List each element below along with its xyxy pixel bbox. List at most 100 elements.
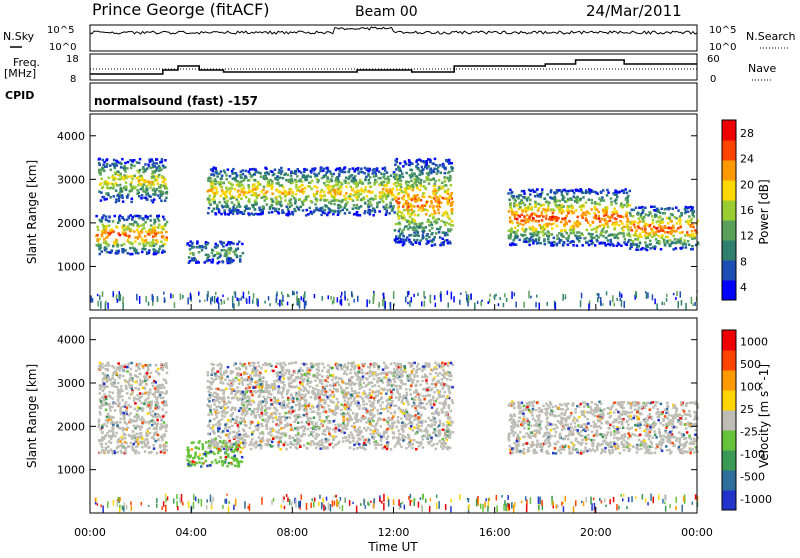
range-cell — [123, 224, 126, 227]
range-cell — [114, 435, 117, 438]
range-cell — [122, 429, 125, 432]
range-cell — [387, 435, 390, 438]
range-cell — [125, 401, 128, 404]
range-cell — [122, 297, 124, 304]
range-cell — [382, 201, 385, 204]
range-cell — [549, 196, 552, 199]
range-cell — [105, 398, 108, 401]
range-cell — [519, 206, 522, 209]
range-cell — [380, 191, 383, 194]
range-cell — [611, 243, 614, 246]
range-cell — [626, 233, 629, 236]
range-cell — [338, 204, 341, 207]
range-cell — [282, 295, 284, 302]
range-cell — [109, 415, 112, 418]
range-cell — [163, 185, 166, 188]
range-cell — [250, 176, 253, 179]
range-cell — [540, 204, 543, 207]
range-cell — [166, 390, 169, 393]
range-cell — [100, 199, 103, 202]
range-cell — [254, 168, 256, 171]
range-cell — [103, 196, 106, 199]
range-cell — [562, 235, 565, 238]
range-cell — [279, 177, 282, 180]
range-cell — [567, 239, 570, 242]
range-cell — [274, 177, 277, 180]
range-cell — [127, 161, 130, 164]
range-cell — [166, 191, 169, 194]
range-cell — [329, 170, 332, 173]
range-cell — [523, 190, 526, 193]
range-cell — [235, 172, 238, 175]
range-cell — [139, 418, 142, 421]
range-cell — [664, 208, 667, 211]
range-cell — [220, 170, 223, 173]
range-cell — [559, 211, 562, 214]
range-cell — [216, 175, 219, 178]
range-cell — [160, 190, 163, 193]
range-cell — [123, 229, 126, 232]
range-cell — [159, 416, 162, 419]
range-cell — [419, 206, 422, 209]
range-cell — [421, 169, 424, 172]
range-cell — [198, 447, 201, 450]
range-cell — [626, 205, 629, 208]
range-cell — [602, 189, 605, 192]
range-cell — [191, 246, 194, 249]
range-cell — [566, 215, 569, 218]
range-cell — [434, 220, 437, 223]
range-cell — [438, 186, 441, 189]
range-cell — [97, 294, 99, 296]
range-cell — [327, 415, 330, 418]
range-cell — [326, 214, 329, 217]
range-cell — [384, 169, 387, 172]
range-cell — [117, 441, 120, 444]
range-cell — [636, 246, 639, 249]
range-cell — [525, 240, 528, 243]
range-cell — [216, 191, 219, 194]
range-cell — [234, 291, 236, 295]
range-cell — [221, 249, 224, 252]
range-cell — [109, 406, 112, 409]
range-cell — [396, 177, 399, 180]
range-cell — [231, 201, 234, 204]
range-cell — [323, 195, 326, 198]
range-cell — [210, 450, 213, 453]
range-cell — [99, 413, 102, 416]
range-cell — [217, 257, 220, 260]
range-cell — [460, 293, 462, 295]
range-cell — [238, 196, 241, 199]
range-cell — [105, 192, 108, 195]
range-cell — [149, 452, 152, 455]
range-cell — [104, 249, 107, 252]
range-cell — [208, 198, 211, 201]
range-cell — [149, 432, 152, 435]
range-cell — [160, 418, 163, 421]
range-cell — [201, 462, 204, 465]
range-cell — [154, 250, 157, 253]
range-cell — [140, 432, 143, 435]
range-cell — [345, 177, 348, 180]
range-cell — [390, 205, 393, 208]
range-cell — [403, 209, 406, 212]
range-cell — [332, 300, 334, 304]
range-cell — [386, 171, 389, 174]
range-cell — [210, 183, 213, 186]
range-cell — [348, 212, 351, 215]
range-cell — [236, 174, 239, 177]
range-cell — [429, 179, 432, 182]
range-cell — [292, 437, 295, 440]
range-cell — [131, 253, 134, 256]
range-cell — [656, 303, 658, 310]
range-cell — [506, 298, 508, 302]
range-cell — [615, 210, 618, 213]
range-cell — [539, 196, 542, 199]
range-cell — [225, 456, 228, 459]
range-cell — [555, 302, 557, 310]
range-cell — [98, 248, 101, 251]
range-cell — [556, 225, 559, 228]
range-cell — [256, 298, 258, 305]
range-cell — [597, 297, 599, 302]
range-cell — [677, 209, 680, 212]
range-cell — [432, 217, 435, 220]
